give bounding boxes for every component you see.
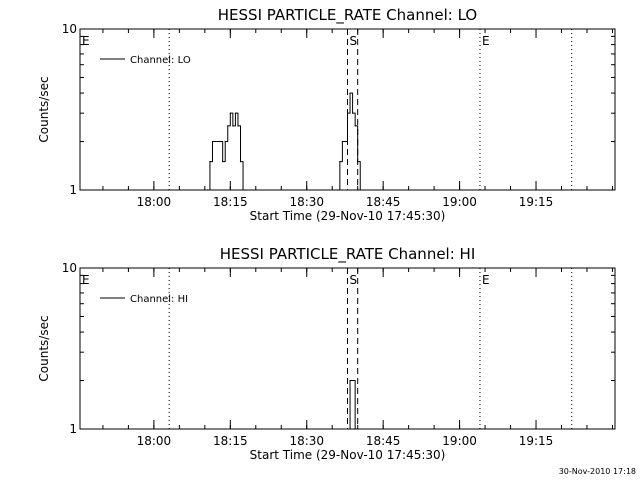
time-marker-label: S	[350, 273, 358, 287]
data-point	[224, 140, 226, 143]
y-axis-label: Counts/sec	[37, 76, 51, 142]
data-point	[354, 125, 356, 127]
time-marker-label: E	[482, 34, 490, 48]
x-tick-label: 18:15	[213, 195, 248, 209]
data-point	[341, 140, 344, 143]
x-tick-label: 18:00	[137, 434, 172, 448]
x-tick-label: 19:15	[519, 434, 554, 448]
series-line	[207, 92, 361, 191]
x-tick-label: 19:15	[519, 195, 554, 209]
data-point	[349, 92, 351, 94]
data-point	[229, 112, 231, 114]
x-tick-label: 18:30	[289, 195, 324, 209]
data-point	[346, 428, 349, 430]
x-axis-label: Start Time (29-Nov-10 17:45:30)	[250, 209, 446, 223]
x-tick-label: 18:30	[289, 434, 324, 448]
time-marker-label: E	[82, 34, 90, 48]
data-point	[354, 428, 356, 430]
data-point	[242, 189, 244, 191]
x-tick-label: 18:45	[366, 434, 401, 448]
x-tick-label: 18:15	[213, 434, 248, 448]
x-tick-label: 19:00	[442, 195, 477, 209]
data-point	[349, 379, 351, 382]
data-point	[344, 140, 346, 143]
plot-timestamp: 30-Nov-2010 17:18	[558, 467, 636, 476]
data-point	[339, 161, 341, 163]
y-axis-label: Counts/sec	[37, 315, 51, 381]
time-marker-label: S	[350, 34, 358, 48]
data-point	[206, 189, 208, 191]
data-point	[359, 189, 361, 191]
legend-label: Channel: LO	[130, 55, 191, 66]
x-axis-label: Start Time (29-Nov-10 17:45:30)	[250, 448, 446, 462]
chart-title: HESSI PARTICLE_RATE Channel: LO	[218, 6, 477, 25]
time-marker-label: E	[82, 273, 90, 287]
data-point	[351, 379, 354, 382]
series-line	[347, 380, 356, 430]
y-tick-label: 10	[62, 22, 77, 36]
data-point	[222, 161, 224, 163]
time-marker-label: E	[482, 273, 490, 287]
data-point	[237, 125, 239, 127]
x-tick-label: 19:00	[442, 434, 477, 448]
data-point	[219, 140, 221, 143]
data-point	[351, 112, 354, 114]
legend-label: Channel: HI	[130, 294, 188, 305]
x-tick-label: 18:45	[366, 195, 401, 209]
data-point	[336, 189, 338, 191]
data-point	[239, 161, 242, 163]
y-tick-label: 1	[69, 422, 77, 436]
data-point	[211, 140, 214, 143]
data-point	[227, 125, 229, 127]
data-point	[209, 161, 211, 163]
y-tick-label: 10	[62, 261, 77, 275]
data-point	[346, 112, 349, 114]
data-point	[357, 161, 359, 163]
data-point	[234, 112, 237, 114]
x-tick-label: 18:00	[137, 195, 172, 209]
y-tick-label: 1	[69, 183, 77, 197]
data-point	[232, 125, 234, 127]
chart-title: HESSI PARTICLE_RATE Channel: HI	[220, 245, 476, 264]
data-point	[244, 189, 247, 191]
